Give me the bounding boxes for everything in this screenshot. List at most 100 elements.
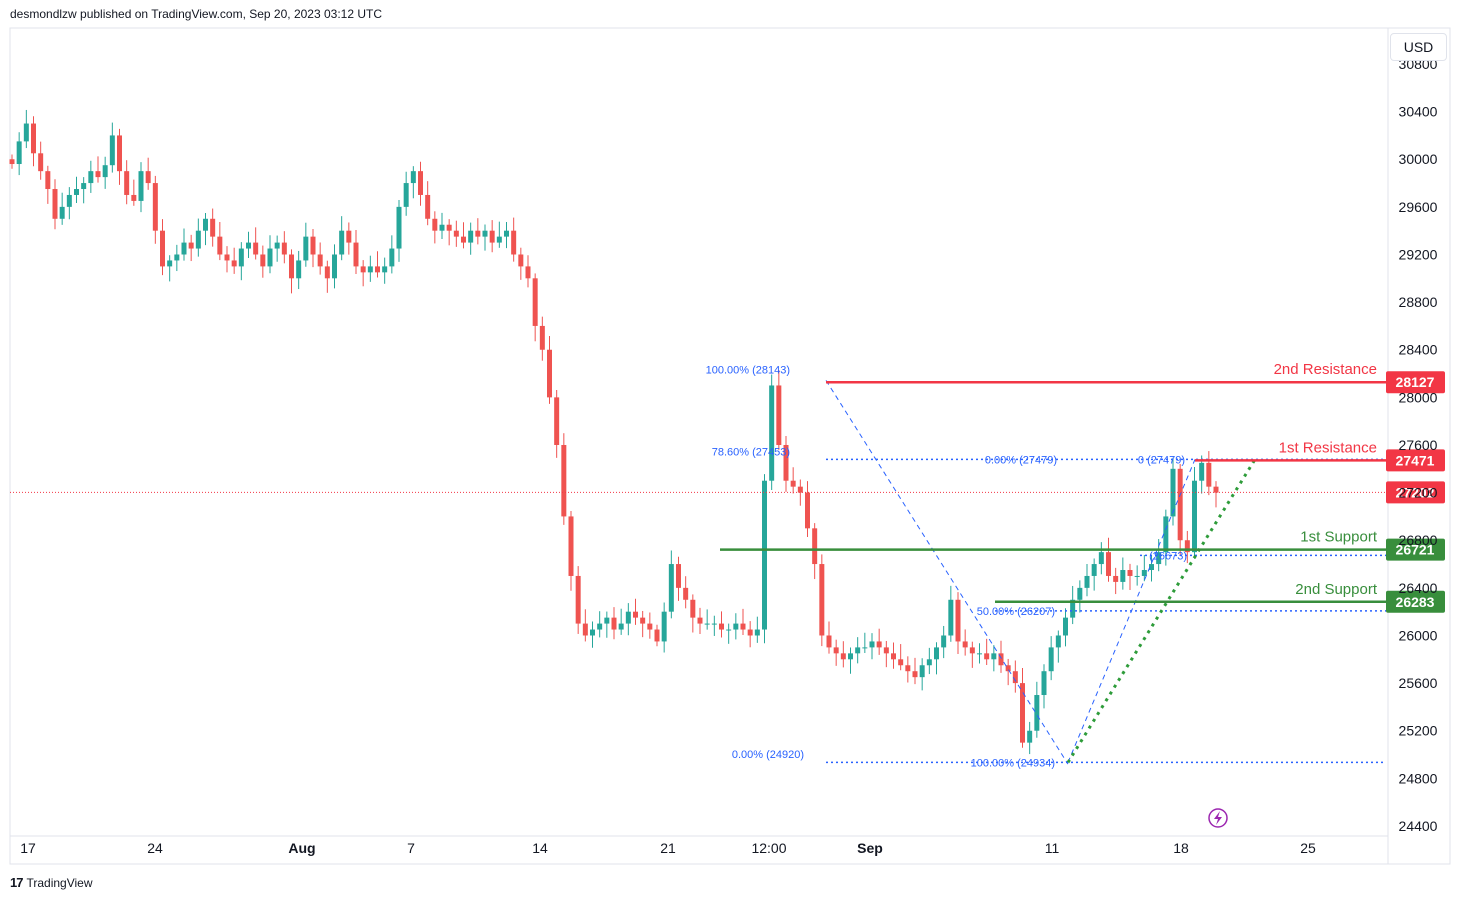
candle: [568, 510, 574, 591]
candle: [145, 157, 151, 190]
candle: [74, 176, 79, 203]
candle: [453, 220, 459, 247]
candle: [131, 179, 137, 206]
candle: [260, 245, 266, 278]
candle: [1213, 481, 1219, 508]
candle: [812, 523, 818, 580]
candle: [511, 217, 517, 262]
candle: [1012, 660, 1018, 693]
candle: [840, 641, 846, 668]
candle: [848, 647, 853, 674]
candle: [1134, 565, 1140, 586]
support-label: 2nd Support: [1295, 581, 1378, 598]
candle: [955, 592, 961, 655]
candle: [95, 156, 101, 183]
candle: [210, 208, 216, 247]
candle: [468, 222, 474, 255]
candle: [1206, 451, 1212, 496]
candle: [977, 643, 982, 664]
x-tick-label: Aug: [288, 840, 315, 856]
fib-label: 78.60% (27453): [712, 446, 790, 458]
price-axis: 24400 24800 25200 25600 26000 26400 26800 27200…: [1399, 56, 1438, 834]
candle: [618, 608, 624, 635]
y-tick-label: 28400: [1399, 342, 1438, 358]
support-label: 1st Support: [1300, 529, 1378, 546]
x-tick-label: 21: [660, 840, 676, 856]
candle: [489, 220, 495, 253]
candle: [1184, 530, 1190, 564]
candle: [167, 255, 173, 282]
candle: [253, 227, 259, 260]
fib-label: 0.00% (24920): [732, 749, 804, 761]
fib-label: 0.00% (27479): [985, 454, 1057, 466]
chart-frame: [9, 27, 1451, 865]
candle: [23, 109, 29, 149]
candle: [432, 211, 438, 244]
lightning-icon[interactable]: [1208, 808, 1228, 828]
y-tick-label: 29600: [1399, 199, 1438, 215]
footer-brand[interactable]: 17 TradingView: [10, 875, 93, 890]
candle: [1141, 555, 1147, 582]
candle: [582, 609, 588, 642]
y-tick-label: 28800: [1399, 294, 1438, 310]
candle: [991, 645, 997, 672]
resistance-label: 2nd Resistance: [1274, 361, 1377, 378]
x-tick-label: 24: [147, 840, 163, 856]
candle: [654, 624, 660, 647]
candle: [317, 242, 323, 275]
tradingview-logo-icon: 17: [10, 875, 24, 890]
candle: [496, 221, 502, 248]
candle: [690, 594, 696, 633]
candle: [461, 222, 466, 249]
candle: [367, 255, 373, 282]
y-tick-label: 27600: [1399, 437, 1438, 453]
candle: [66, 187, 72, 220]
candle: [941, 625, 947, 659]
time-axis: 17 24 Aug 7 14 21 12:00 Sep 11 18 25: [20, 840, 1316, 856]
brand-name: TradingView: [26, 875, 93, 890]
candle: [1098, 542, 1104, 575]
resistance-label: 1st Resistance: [1279, 439, 1377, 456]
candle: [38, 141, 44, 180]
candle: [353, 229, 359, 275]
price-badge: 26283: [1386, 590, 1445, 613]
candle: [769, 374, 775, 490]
candle: [547, 336, 552, 404]
candle: [310, 229, 316, 268]
candles-layer: [9, 109, 1219, 755]
candle: [1091, 558, 1097, 591]
candle: [905, 656, 911, 683]
currency-selector[interactable]: USD: [1390, 33, 1447, 61]
candle: [332, 244, 337, 289]
y-tick-label: 24400: [1399, 818, 1438, 834]
candle: [339, 216, 345, 261]
fib-label: 100.00% (24934): [971, 757, 1055, 769]
candle: [926, 647, 932, 675]
candle: [833, 639, 839, 666]
candle: [1034, 681, 1040, 738]
candle: [124, 160, 130, 205]
fib-label: 100.00% (28143): [706, 364, 790, 376]
candle: [174, 244, 180, 272]
svg-text:27202: 27202: [1396, 484, 1435, 500]
candle: [1063, 608, 1068, 647]
candle: [138, 162, 144, 213]
candle: [102, 156, 108, 189]
chart-border: [9, 27, 1451, 865]
candle: [1005, 658, 1011, 686]
candle: [88, 160, 94, 193]
candle: [625, 603, 631, 636]
fib-label: 50.00% (26207): [977, 606, 1055, 618]
candle: [45, 165, 51, 204]
candle: [238, 242, 244, 281]
candle: [346, 222, 352, 255]
y-tick-label: 27200: [1399, 485, 1438, 501]
svg-text:28127: 28127: [1396, 374, 1435, 390]
candle: [754, 616, 760, 643]
candle: [1127, 563, 1133, 591]
fib-label: 0 (27479): [1138, 454, 1185, 466]
candle: [661, 602, 667, 653]
y-tick-label: 26400: [1399, 580, 1438, 596]
